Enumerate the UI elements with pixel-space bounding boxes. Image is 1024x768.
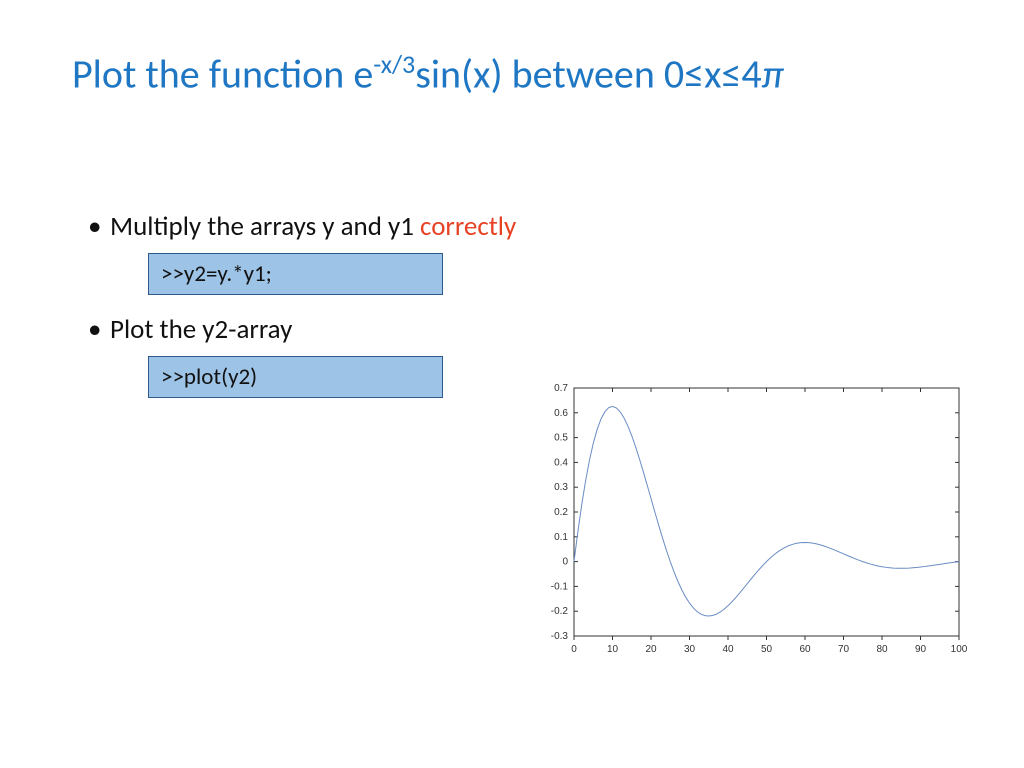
title-mid: sin(x) between 0≤x≤4 <box>415 49 761 98</box>
code-box-2: >>plot(y2) <box>148 356 443 398</box>
svg-text:-0.1: -0.1 <box>551 581 569 592</box>
svg-text:0.3: 0.3 <box>554 482 568 493</box>
title-pre: Plot the function e <box>72 49 373 98</box>
svg-text:80: 80 <box>876 644 888 655</box>
bullet2-text: Plot the y2-array <box>110 313 292 346</box>
svg-text:0.2: 0.2 <box>554 507 568 518</box>
svg-text:10: 10 <box>607 644 619 655</box>
title-superscript: -x/3 <box>373 48 415 80</box>
svg-text:-0.3: -0.3 <box>551 631 569 642</box>
bullet1-highlight: correctly <box>420 210 516 243</box>
svg-text:60: 60 <box>799 644 811 655</box>
svg-text:40: 40 <box>722 644 734 655</box>
svg-text:0: 0 <box>571 644 577 655</box>
svg-text:50: 50 <box>761 644 773 655</box>
title-pi: π <box>762 49 784 98</box>
slide-title: Plot the function e-x/3sin(x) between 0≤… <box>72 48 964 100</box>
plot-chart: 0 10 20 30 40 50 60 70 80 90 100 -0.3 -0.2 -0.1 0 0.1 0.… <box>530 380 970 660</box>
svg-text:0.7: 0.7 <box>554 383 568 394</box>
svg-text:30: 30 <box>684 644 696 655</box>
svg-text:0: 0 <box>562 557 568 568</box>
svg-text:70: 70 <box>838 644 850 655</box>
bullet-1: Multiply the arrays y and y1 correctly <box>88 210 964 243</box>
svg-text:100: 100 <box>951 644 968 655</box>
chart-svg: 0 10 20 30 40 50 60 70 80 90 100 -0.3 -0.2 -0.1 0 0.1 0.… <box>530 380 970 660</box>
svg-text:0.1: 0.1 <box>554 532 568 543</box>
svg-text:0.4: 0.4 <box>554 457 568 468</box>
svg-text:0.6: 0.6 <box>554 408 568 419</box>
svg-text:90: 90 <box>915 644 927 655</box>
svg-text:20: 20 <box>645 644 657 655</box>
code-box-1: >>y2=y.*y1; <box>148 253 443 295</box>
svg-text:0.5: 0.5 <box>554 433 568 444</box>
bullet1-text: Multiply the arrays y and y1 <box>110 210 420 243</box>
svg-text:-0.2: -0.2 <box>551 606 569 617</box>
bullet-2: Plot the y2-array <box>88 313 964 346</box>
